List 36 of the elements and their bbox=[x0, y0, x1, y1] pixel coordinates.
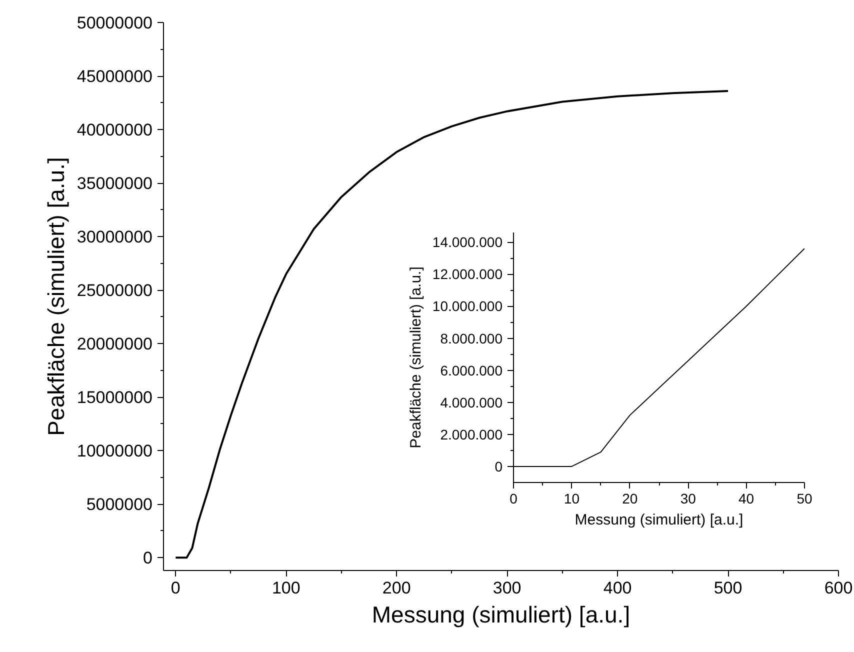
y-axis-title: Peakfläche (simuliert) [a.u.] bbox=[42, 157, 69, 436]
y-tick-label: 20000000 bbox=[76, 334, 153, 354]
y-tick-label: 6.000.000 bbox=[440, 362, 503, 378]
y-tick-label: 0 bbox=[143, 548, 153, 568]
x-tick-label: 500 bbox=[714, 578, 742, 598]
x-tick-label: 30 bbox=[680, 490, 696, 506]
y-tick-label: 2.000.000 bbox=[440, 426, 503, 442]
x-tick-label: 200 bbox=[382, 578, 411, 598]
y-tick-label: 35000000 bbox=[76, 174, 153, 194]
y-tick-label: 45000000 bbox=[76, 67, 153, 86]
y-tick-label: 10000000 bbox=[76, 442, 153, 461]
x-tick-label: 300 bbox=[492, 578, 522, 598]
y-tick-label: 10.000.000 bbox=[432, 298, 503, 314]
x-tick-label: 100 bbox=[272, 578, 300, 598]
x-axis-title: Messung (simuliert) [a.u.] bbox=[574, 512, 744, 528]
x-tick-label: 400 bbox=[603, 578, 632, 598]
x-axis-title: Messung (simuliert) [a.u.] bbox=[372, 602, 630, 628]
y-axis-title: Peakfläche (simuliert) [a.u.] bbox=[407, 266, 424, 448]
y-tick-label: 4.000.000 bbox=[440, 394, 503, 410]
y-tick-label: 5000000 bbox=[86, 495, 153, 514]
x-tick-label: 0 bbox=[510, 490, 518, 506]
y-tick-label: 15000000 bbox=[76, 388, 153, 408]
y-tick-label: 25000000 bbox=[76, 281, 153, 300]
y-tick-label: 30000000 bbox=[76, 228, 153, 247]
y-tick-label: 50000000 bbox=[76, 14, 153, 32]
y-tick-label: 0 bbox=[494, 458, 503, 474]
x-tick-label: 40 bbox=[738, 490, 754, 506]
x-tick-label: 0 bbox=[170, 578, 180, 598]
y-tick-label: 40000000 bbox=[76, 120, 153, 140]
x-tick-label: 10 bbox=[564, 490, 580, 506]
y-tick-label: 8.000.000 bbox=[440, 330, 503, 346]
x-tick-label: 50 bbox=[796, 490, 812, 506]
x-tick-label: 20 bbox=[622, 490, 638, 506]
y-tick-label: 14.000.000 bbox=[432, 234, 503, 250]
x-tick-label: 600 bbox=[824, 578, 853, 598]
y-tick-label: 12.000.000 bbox=[432, 266, 503, 282]
